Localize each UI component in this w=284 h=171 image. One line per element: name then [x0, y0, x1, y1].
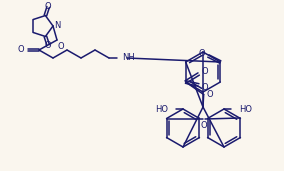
Text: NH: NH: [122, 54, 135, 62]
Text: O: O: [58, 42, 65, 51]
Text: O: O: [202, 67, 208, 76]
Text: HO: HO: [155, 104, 168, 114]
Text: O: O: [207, 90, 213, 99]
Text: N: N: [54, 22, 60, 30]
Text: HO: HO: [239, 104, 252, 114]
Text: O: O: [202, 82, 208, 91]
Text: O: O: [45, 2, 51, 11]
Text: O: O: [45, 41, 51, 50]
Text: O: O: [17, 45, 24, 55]
Text: O: O: [200, 122, 207, 130]
Text: O: O: [199, 49, 205, 58]
